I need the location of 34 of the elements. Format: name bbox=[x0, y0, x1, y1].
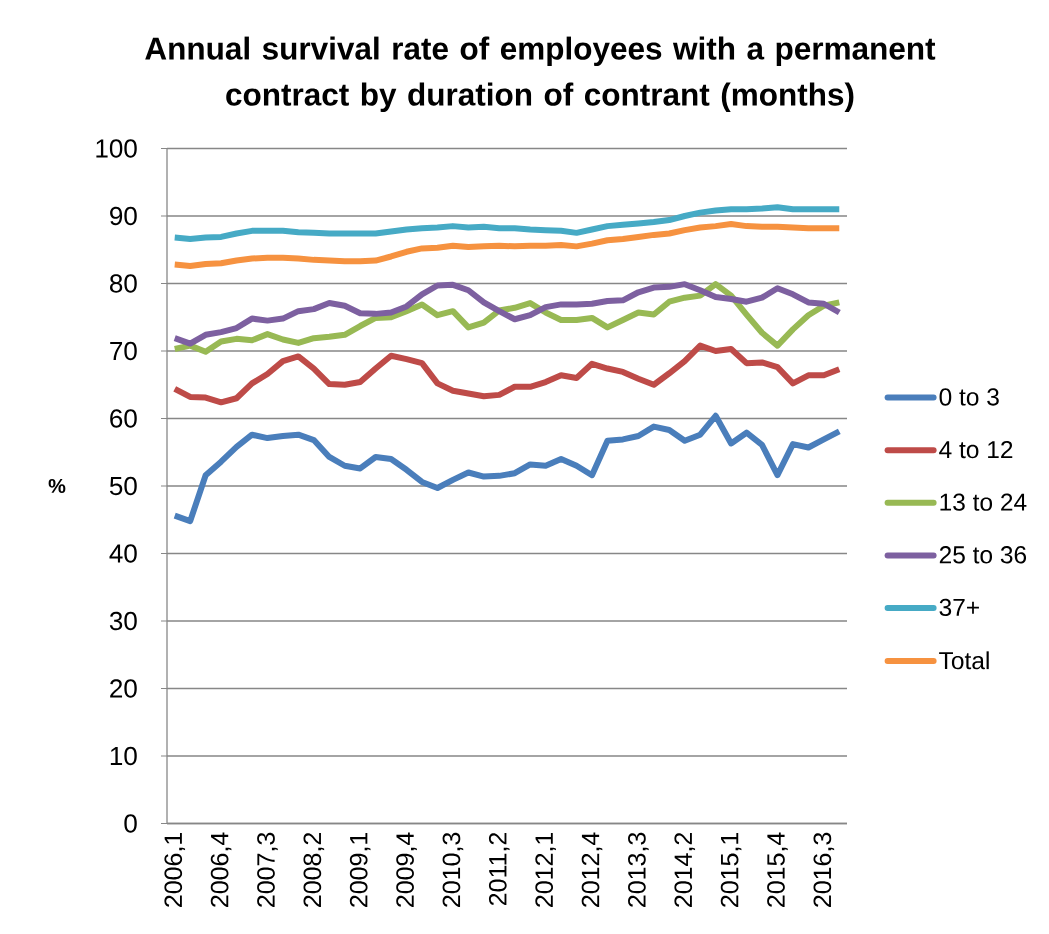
x-tick-label: 2008,2 bbox=[303, 832, 325, 907]
y-tick-label: 10 bbox=[110, 746, 137, 766]
legend-label: 37+ bbox=[939, 598, 979, 617]
x-tick-label: 2009,4 bbox=[396, 832, 417, 907]
x-tick-label: 2012,4 bbox=[581, 832, 603, 907]
y-tick-label: 100 bbox=[96, 139, 137, 158]
legend-label: 25 to 36 bbox=[939, 546, 1027, 564]
y-tick-label: 50 bbox=[109, 476, 137, 496]
x-tick-label: 2013,3 bbox=[628, 832, 649, 907]
y-tick-label: 90 bbox=[110, 206, 137, 226]
y-axis-title: % bbox=[48, 478, 66, 494]
y-tick-label: 80 bbox=[110, 274, 137, 293]
x-tick-label: 2016,3 bbox=[813, 832, 835, 907]
x-tick-label: 2012,1 bbox=[535, 832, 556, 907]
x-tick-label: 2010,3 bbox=[442, 832, 464, 907]
x-tick-label: 2014,2 bbox=[674, 832, 696, 907]
legend-label: 0 to 3 bbox=[939, 388, 999, 406]
y-tick-label: 70 bbox=[110, 341, 137, 361]
x-tick-label: 2015,1 bbox=[720, 832, 742, 907]
legend-label: 4 to 12 bbox=[939, 440, 1013, 459]
chart-title: Annual survival rate of employees with a permanent contract by duration of contrant (months) bbox=[145, 36, 936, 112]
y-tick-label: 40 bbox=[109, 544, 137, 563]
x-tick-label: 2011,2 bbox=[488, 832, 510, 906]
x-tick-label: 2006,4 bbox=[210, 832, 232, 907]
y-tick-label: 0 bbox=[124, 814, 137, 833]
y-tick-label: 30 bbox=[109, 611, 137, 631]
y-tick-label: 20 bbox=[110, 679, 137, 698]
x-tick-label: 2015,4 bbox=[767, 832, 788, 907]
y-tick-label: 60 bbox=[110, 409, 137, 428]
x-tick-label: 2007,3 bbox=[257, 832, 278, 907]
legend-label: Total bbox=[939, 651, 989, 670]
legend-label: 13 to 24 bbox=[940, 493, 1027, 511]
x-tick-label: 2006,1 bbox=[164, 832, 186, 907]
x-tick-label: 2009,1 bbox=[349, 832, 371, 907]
